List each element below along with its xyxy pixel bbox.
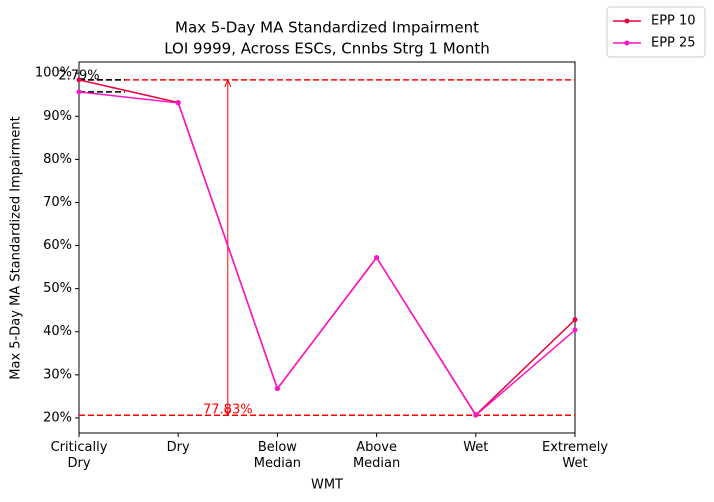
y-tick-label: 60% <box>43 238 72 253</box>
arrow-head <box>224 408 232 417</box>
series-line <box>78 79 576 417</box>
y-tick-label: 30% <box>43 367 72 382</box>
point <box>572 317 578 323</box>
x-tick-label: Wet <box>463 440 489 455</box>
y-axis-label: Max 5-Day MA Standardized Impairment <box>9 116 24 379</box>
y-tick-label: 80% <box>43 152 72 167</box>
y-tick-label: 40% <box>43 324 72 339</box>
x-axis-label: WMT <box>311 478 343 493</box>
point <box>374 255 380 261</box>
chart-title: Max 5-Day MA Standardized Impairment <box>175 19 479 37</box>
y-tick-label: 50% <box>43 281 72 296</box>
point <box>175 100 181 106</box>
gap-label: 2.79% <box>58 68 99 83</box>
plot-frame <box>78 61 576 434</box>
point <box>76 89 82 95</box>
y-tick-label: 70% <box>43 195 72 210</box>
x-tick-label: Critically Dry <box>50 440 108 471</box>
legend-box <box>606 6 706 58</box>
y-tick-label: 90% <box>43 109 72 124</box>
x-tick-label: Extremely Wet <box>541 440 609 471</box>
legend-label: EPP 25 <box>651 36 696 51</box>
legend-marker <box>624 18 630 24</box>
arrow-head <box>224 78 232 88</box>
y-tick-label: 100% <box>35 66 72 81</box>
range-label: 77.83% <box>203 403 253 418</box>
legend-marker <box>624 40 630 46</box>
point <box>473 412 479 418</box>
x-tick-label: Above Median <box>352 440 401 471</box>
point <box>274 386 280 392</box>
chart-subtitle: LOI 9999, Across ESCs, Cnnbs Strg 1 Mont… <box>164 40 490 58</box>
x-tick-label: Below Median <box>253 440 302 471</box>
point <box>76 77 82 83</box>
y-tick-label: 20% <box>43 410 72 425</box>
series-line <box>78 91 576 417</box>
legend-label: EPP 10 <box>651 14 696 29</box>
x-tick-label: Dry <box>166 440 190 455</box>
point <box>572 327 578 333</box>
